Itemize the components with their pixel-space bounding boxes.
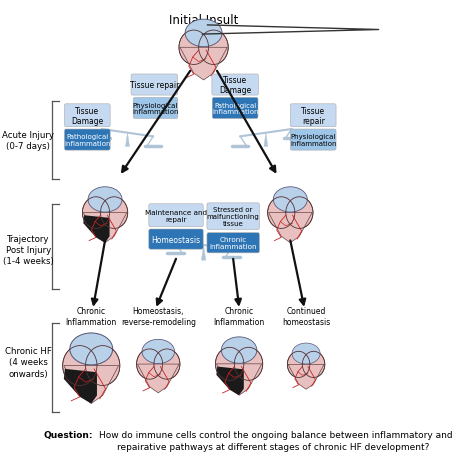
FancyBboxPatch shape [149,230,203,250]
Polygon shape [126,134,129,147]
FancyBboxPatch shape [64,105,110,128]
FancyBboxPatch shape [290,130,336,151]
Polygon shape [201,246,206,261]
Circle shape [215,347,244,381]
Text: repairative pathways at different stages of chronic HF development?: repairative pathways at different stages… [117,442,429,451]
Text: Tissue
repair: Tissue repair [301,106,325,125]
Ellipse shape [185,20,222,48]
Ellipse shape [88,187,122,213]
Ellipse shape [142,340,174,364]
Circle shape [234,347,263,381]
Text: Trajectory
Post Injury
(1-4 weeks): Trajectory Post Injury (1-4 weeks) [3,235,54,266]
Text: Initial Insult: Initial Insult [169,14,238,28]
Circle shape [287,352,310,378]
Text: Tissue
Damage: Tissue Damage [219,76,251,95]
FancyBboxPatch shape [207,233,259,253]
Circle shape [82,197,109,229]
Polygon shape [216,367,244,395]
Polygon shape [288,364,324,389]
Text: Acute Injury
(0-7 days): Acute Injury (0-7 days) [2,130,54,150]
Polygon shape [216,364,262,395]
FancyBboxPatch shape [207,203,259,230]
Polygon shape [137,364,179,393]
Polygon shape [83,216,109,243]
Text: Chronic HF
(4 weeks
onwards): Chronic HF (4 weeks onwards) [5,347,52,378]
Text: Homeostasis,
reverse-remodeling: Homeostasis, reverse-remodeling [121,307,196,326]
Text: Stressed or
malfunctioning
tissue: Stressed or malfunctioning tissue [207,207,260,226]
Polygon shape [64,369,97,403]
Ellipse shape [292,343,320,364]
Circle shape [302,352,325,378]
Polygon shape [64,366,118,403]
Circle shape [268,197,295,229]
Circle shape [85,346,120,386]
Text: Maintenance and
repair: Maintenance and repair [145,209,207,222]
Text: Tissue repair: Tissue repair [129,81,179,90]
FancyBboxPatch shape [133,98,178,119]
FancyBboxPatch shape [212,75,258,96]
Text: Chronic
Inflammation: Chronic Inflammation [65,307,117,326]
Text: Continued
homeostasis: Continued homeostasis [282,307,330,326]
Text: Chronic
Inflammation: Chronic Inflammation [213,307,264,326]
FancyBboxPatch shape [149,204,203,227]
Text: Homeostasis: Homeostasis [151,235,201,244]
Text: Chronic
inflammation: Chronic inflammation [210,237,257,250]
Circle shape [100,197,128,229]
Text: How do immune cells control the ongoing balance between inflammatory and: How do immune cells control the ongoing … [99,430,453,439]
Text: Question:: Question: [44,430,93,439]
Polygon shape [264,134,268,147]
FancyBboxPatch shape [212,98,258,119]
Circle shape [137,349,163,380]
Text: Pathological
inflammation: Pathological inflammation [64,134,110,146]
Circle shape [154,349,180,380]
Text: Pathological
inflammation: Pathological inflammation [212,102,258,115]
FancyBboxPatch shape [290,105,336,128]
Ellipse shape [273,187,307,213]
Ellipse shape [70,333,113,365]
Text: Physiological
inflammation: Physiological inflammation [132,102,179,115]
FancyBboxPatch shape [131,75,178,96]
Circle shape [286,197,313,229]
FancyBboxPatch shape [64,130,110,151]
Circle shape [179,31,209,65]
Polygon shape [83,213,127,243]
Polygon shape [180,48,227,81]
Text: Tissue
Damage: Tissue Damage [71,106,103,125]
Ellipse shape [221,337,257,364]
Circle shape [63,346,97,386]
Text: Physiological
inflammation: Physiological inflammation [290,134,337,146]
Circle shape [199,31,228,65]
Polygon shape [269,213,312,243]
